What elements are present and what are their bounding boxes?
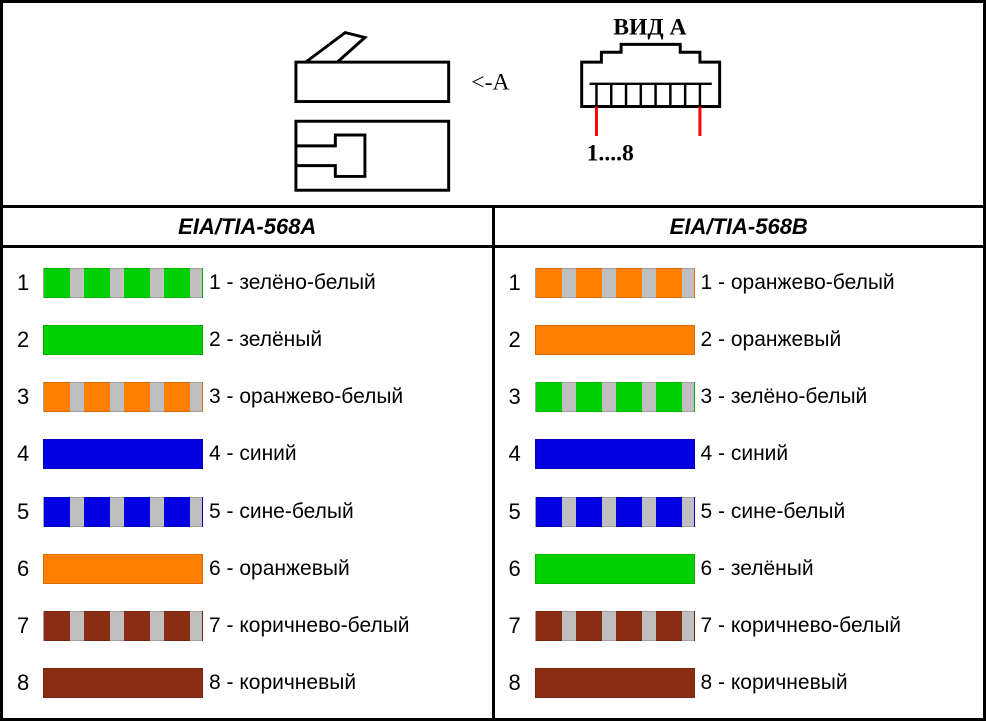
wire-color-swatch [535, 668, 695, 698]
wire-color-swatch [43, 325, 203, 355]
wire-color-swatch [43, 668, 203, 698]
wire-row: 6 6 - оранжевый [3, 544, 492, 594]
wire-label: 5 - сине-белый [701, 500, 846, 524]
wire-row: 1 1 - зелёно-белый [3, 258, 492, 308]
wire-label: 1 - оранжево-белый [701, 271, 895, 295]
wire-row: 5 5 - сине-белый [3, 487, 492, 537]
wire-row: 1 1 - оранжево-белый [495, 258, 984, 308]
wire-row: 3 3 - зелёно-белый [495, 372, 984, 422]
pin-number: 4 [509, 441, 529, 467]
pin-number: 5 [509, 499, 529, 525]
wire-label: 8 - коричневый [209, 671, 356, 695]
pin-number: 8 [17, 670, 37, 696]
pin-number: 8 [509, 670, 529, 696]
pin-number: 3 [509, 384, 529, 410]
rj45-pinout-diagram: <-А ВИД А [0, 0, 986, 721]
wire-label: 7 - коричнево-белый [209, 614, 410, 638]
wire-label: 3 - оранжево-белый [209, 385, 403, 409]
standard-568b-column: EIA/TIA-568B 1 1 - оранжево-белый 2 2 - ора… [495, 208, 984, 718]
wire-label: 2 - зелёный [209, 328, 322, 352]
pin-number: 6 [17, 556, 37, 582]
wire-row: 3 3 - оранжево-белый [3, 372, 492, 422]
pin-number: 6 [509, 556, 529, 582]
pin-number: 1 [509, 270, 529, 296]
wire-label: 6 - оранжевый [209, 557, 350, 581]
wire-label: 8 - коричневый [701, 671, 848, 695]
pin-number: 5 [17, 499, 37, 525]
standards-row: EIA/TIA-568A 1 1 - зелёно-белый 2 2 - зелён… [3, 208, 983, 718]
wire-color-swatch [43, 268, 203, 298]
wire-color-swatch [43, 611, 203, 641]
wire-label: 7 - коричнево-белый [701, 614, 902, 638]
wire-row: 4 4 - синий [3, 429, 492, 479]
wire-label: 6 - зелёный [701, 557, 814, 581]
wire-color-swatch [535, 497, 695, 527]
wire-row: 2 2 - зелёный [3, 315, 492, 365]
pin-number: 7 [17, 613, 37, 639]
wire-label: 1 - зелёно-белый [209, 271, 376, 295]
wire-row: 2 2 - оранжевый [495, 315, 984, 365]
pin-number: 4 [17, 441, 37, 467]
wire-row: 8 8 - коричневый [3, 658, 492, 708]
wire-label: 4 - синий [701, 442, 789, 466]
standard-568a-column: EIA/TIA-568A 1 1 - зелёно-белый 2 2 - зелён… [3, 208, 495, 718]
wire-label: 2 - оранжевый [701, 328, 842, 352]
pin-number: 2 [509, 327, 529, 353]
wire-row: 7 7 - коричнево-белый [3, 601, 492, 651]
wire-color-swatch [535, 325, 695, 355]
wire-row: 4 4 - синий [495, 429, 984, 479]
wire-color-swatch [535, 554, 695, 584]
wire-color-swatch [43, 554, 203, 584]
view-a-label: ВИД А [613, 15, 686, 41]
arrow-label: <-А [471, 70, 509, 96]
wire-row: 5 5 - сине-белый [495, 487, 984, 537]
wire-label: 4 - синий [209, 442, 297, 466]
standard-568b-title: EIA/TIA-568B [495, 208, 984, 248]
wire-label: 5 - сине-белый [209, 500, 354, 524]
wire-row: 8 8 - коричневый [495, 658, 984, 708]
wire-label: 3 - зелёно-белый [701, 385, 868, 409]
wire-color-swatch [43, 382, 203, 412]
pin-number: 1 [17, 270, 37, 296]
wire-color-swatch [43, 439, 203, 469]
wire-color-swatch [535, 382, 695, 412]
wire-row: 6 6 - зелёный [495, 544, 984, 594]
connector-views-panel: <-А ВИД А [3, 3, 983, 208]
wire-list-568a: 1 1 - зелёно-белый 2 2 - зелёный 3 3 - оранже… [3, 248, 492, 718]
wire-list-568b: 1 1 - оранжево-белый 2 2 - оранжевый 3 3 - зе… [495, 248, 984, 718]
wire-color-swatch [535, 268, 695, 298]
connector-drawings: <-А ВИД А [3, 3, 983, 205]
pin-range-label: 1....8 [587, 141, 634, 167]
pin-number: 3 [17, 384, 37, 410]
wire-color-swatch [43, 497, 203, 527]
wire-color-swatch [535, 439, 695, 469]
pin-number: 7 [509, 613, 529, 639]
wire-row: 7 7 - коричнево-белый [495, 601, 984, 651]
wire-color-swatch [535, 611, 695, 641]
pin-number: 2 [17, 327, 37, 353]
standard-568a-title: EIA/TIA-568A [3, 208, 492, 248]
